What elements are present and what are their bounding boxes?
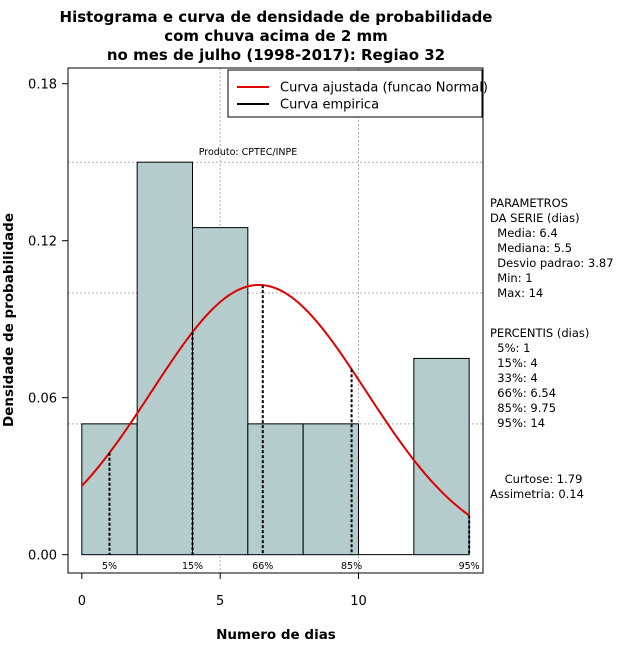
shape-stats-panel: Curtose: 1.79 Assimetria: 0.14 <box>490 472 584 502</box>
chart-title-line-1: Histograma e curva de densidade de proba… <box>60 8 493 26</box>
percentile-stat-line: 33%: 4 <box>490 371 538 385</box>
y-tick-label: 0.06 <box>28 392 57 407</box>
percentile-label: 5% <box>102 561 117 572</box>
percentile-stat-line: 85%: 9.75 <box>490 401 557 415</box>
legend: Curva ajustada (funcao Normal) Curva emp… <box>227 69 488 118</box>
x-axis-label: Numero de dias <box>216 627 336 643</box>
legend-box <box>227 69 483 118</box>
parameter-line: Media: 6.4 <box>490 226 558 240</box>
percentile-stat-line: 95%: 14 <box>490 416 546 430</box>
y-tick-label: 0.00 <box>28 549 57 564</box>
percentile-stat-line: 66%: 6.54 <box>490 386 557 400</box>
y-tick-label: 0.12 <box>28 235 57 250</box>
series-parameters-panel: PARAMETROS DA SERIE (dias) Media: 6.4 Med… <box>490 196 614 301</box>
percentile-stat-line: 5%: 1 <box>490 341 531 355</box>
parameter-line: Mediana: 5.5 <box>490 241 573 255</box>
percentile-label: 15% <box>182 561 203 572</box>
product-annotation: Produto: CPTEC/INPE <box>199 147 298 158</box>
shape-stat-line: Assimetria: 0.14 <box>490 487 584 501</box>
histogram-bar <box>413 357 470 556</box>
percentile-label: 66% <box>252 561 273 572</box>
percentile-label: 85% <box>341 561 362 572</box>
x-tick-label: 5 <box>216 594 224 609</box>
percentile-label: 95% <box>459 561 480 572</box>
plot-frame <box>67 67 484 574</box>
y-tick-label: 0.18 <box>28 78 57 93</box>
chart-title-line-2: com chuva acima de 2 mm <box>164 27 388 45</box>
parameter-line: DA SERIE (dias) <box>490 211 580 225</box>
histogram-bar <box>247 423 304 556</box>
normal-density-curve <box>81 283 470 517</box>
y-axis-label: Densidade de probabilidade <box>1 213 17 427</box>
percentile-stat-line: 15%: 4 <box>490 356 538 370</box>
histogram-bar <box>136 161 194 556</box>
histogram-bar <box>192 227 249 556</box>
x-tick-label: 10 <box>350 594 367 609</box>
percentiles-panel: PERCENTIS (dias) 5%: 1 15%: 4 33%: 4 66%… <box>490 326 589 431</box>
percentile-stat-line: PERCENTIS (dias) <box>490 326 590 340</box>
legend-label-empirical: Curva empirica <box>280 98 379 113</box>
histogram-bar <box>302 423 359 556</box>
legend-label-fitted: Curva ajustada (funcao Normal) <box>280 81 488 96</box>
parameter-line: Min: 1 <box>490 271 533 285</box>
x-tick-label: 0 <box>78 594 86 609</box>
parameter-line: PARAMETROS <box>490 196 569 210</box>
parameter-line: Desvio padrao: 3.87 <box>490 256 614 270</box>
chart-title-line-3: no mes de julho (1998-2017): Regiao 32 <box>107 46 445 64</box>
shape-stat-line: Curtose: 1.79 <box>490 472 583 486</box>
parameter-line: Max: 14 <box>490 286 544 300</box>
